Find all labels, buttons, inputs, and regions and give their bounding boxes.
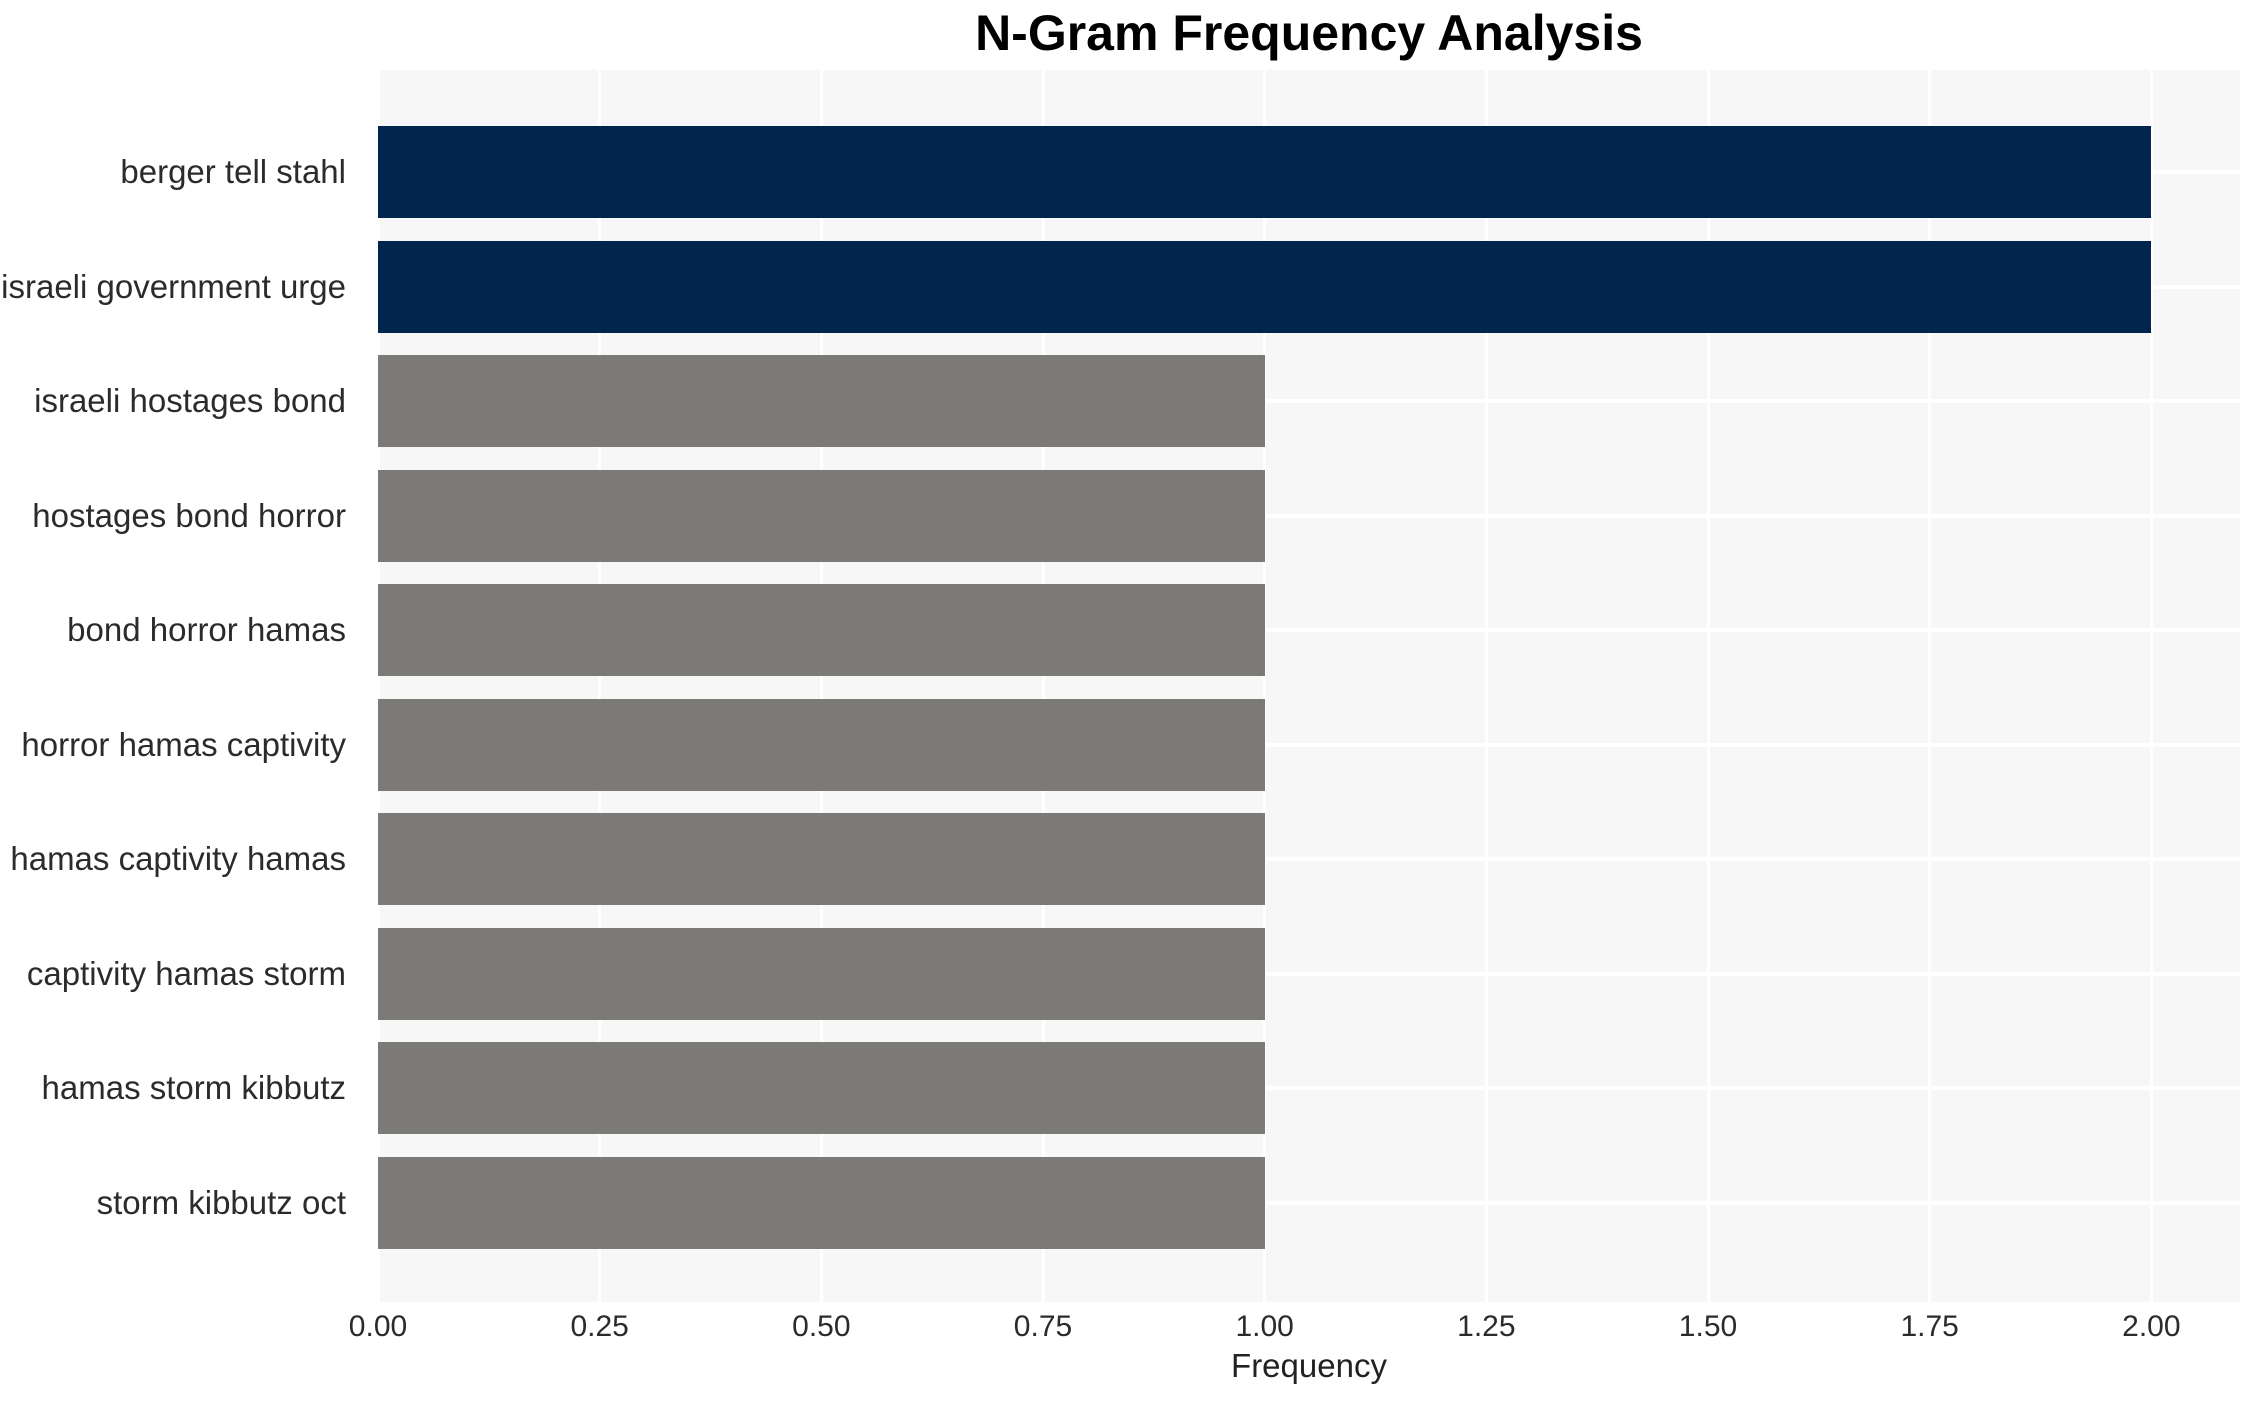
bar-row (378, 802, 2240, 917)
gridline-vertical (598, 70, 602, 1302)
gridline-horizontal (378, 857, 2240, 862)
gridline-horizontal (378, 1200, 2240, 1205)
gridline-vertical (1928, 70, 1932, 1302)
bar-row (378, 115, 2240, 230)
gridline-horizontal (378, 742, 2240, 747)
vertical-gridlines (378, 70, 2240, 1302)
bar-row (378, 344, 2240, 459)
x-axis: 0.00 0.25 0.50 0.75 1.00 1.25 1.50 1.75 2.00 (349, 1310, 2240, 1352)
chart-title: N-Gram Frequency Analysis (975, 5, 1643, 61)
gridline-vertical (378, 70, 380, 1302)
bar (378, 1156, 1265, 1249)
x-tick-label: 0.25 (570, 1310, 629, 1343)
y-tick-label: storm kibbutz oct (96, 1183, 346, 1221)
bar-row (378, 1031, 2240, 1146)
bar-row (378, 230, 2240, 345)
bar (378, 240, 2152, 333)
bar (378, 469, 1265, 562)
gridline-vertical (1706, 70, 1710, 1302)
bar-row (378, 1146, 2240, 1261)
gridline-vertical (2149, 70, 2153, 1302)
bar-row (378, 917, 2240, 1032)
gridline-horizontal (378, 1086, 2240, 1091)
x-tick-label: 0.50 (792, 1310, 851, 1343)
bar-row (378, 573, 2240, 688)
bar (378, 584, 1265, 677)
y-tick-label: horror hamas captivity (21, 725, 346, 763)
gridline-vertical (1263, 70, 1267, 1302)
gridline-vertical (1041, 70, 1045, 1302)
x-tick-label: 1.75 (1900, 1310, 1959, 1343)
y-tick-label: israeli hostages bond (34, 382, 346, 420)
bar-row (378, 459, 2240, 574)
y-tick-label: israeli government urge (1, 267, 346, 305)
x-tick-label: 2.00 (2122, 1310, 2181, 1343)
bar-rows (378, 115, 2240, 1260)
plot-area (378, 70, 2240, 1302)
bar (378, 355, 1265, 448)
gridline-horizontal (378, 628, 2240, 633)
x-tick-label: 1.00 (1235, 1310, 1294, 1343)
y-tick-label: hamas storm kibbutz (41, 1069, 346, 1107)
bar (378, 1042, 1265, 1135)
bar (378, 927, 1265, 1020)
y-tick-label: hamas captivity hamas (10, 840, 346, 878)
bar (378, 813, 1265, 906)
gridline-vertical (1484, 70, 1488, 1302)
bar (378, 126, 2152, 219)
bar-row (378, 688, 2240, 803)
x-tick-label: 0.00 (348, 1310, 408, 1343)
gridline-horizontal (378, 971, 2240, 976)
x-tick-label: 0.75 (1013, 1310, 1073, 1343)
x-tick-label: 1.50 (1678, 1310, 1738, 1343)
gridline-vertical (819, 70, 823, 1302)
bar (378, 698, 1265, 791)
y-axis: berger tell stahl israeli government urge… (0, 115, 362, 1260)
y-tick-label: berger tell stahl (120, 153, 346, 191)
x-tick-label: 1.25 (1457, 1310, 1516, 1343)
x-axis-title: Frequency (1231, 1347, 1387, 1384)
gridline-horizontal (378, 513, 2240, 518)
y-tick-label: captivity hamas storm (26, 954, 346, 992)
y-tick-label: hostages bond horror (32, 496, 346, 534)
gridline-horizontal (378, 399, 2240, 404)
y-tick-label: bond horror hamas (67, 611, 346, 649)
